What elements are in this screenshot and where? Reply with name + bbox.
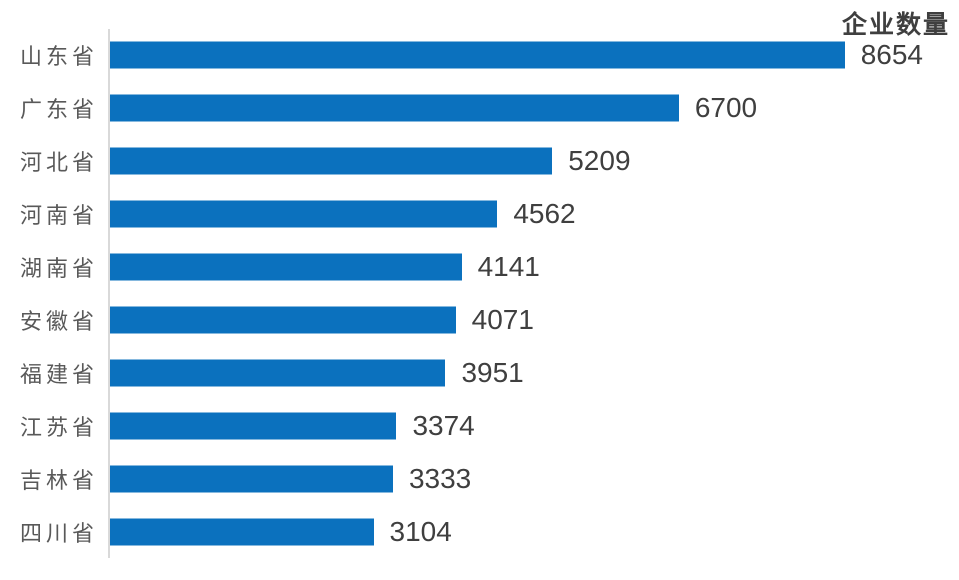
- category-label: 山东省: [19, 44, 98, 70]
- category-label: 广东省: [19, 97, 98, 123]
- bar: [110, 412, 397, 440]
- category-label: 吉林省: [19, 467, 98, 493]
- value-label: 3104: [389, 515, 452, 547]
- bar: [110, 359, 446, 387]
- bar-row: 四川省 3104: [0, 505, 959, 558]
- bar-row: 江苏省 3374: [0, 399, 959, 452]
- value-label: 4071: [471, 303, 534, 335]
- category-label: 河南省: [19, 203, 98, 229]
- category-label: 福建省: [19, 361, 98, 387]
- bar: [110, 306, 456, 334]
- value-label: 8654: [860, 39, 924, 71]
- value-label: 4141: [477, 251, 540, 283]
- bar-row: 河北省 5209: [0, 135, 959, 188]
- value-label: 3374: [412, 409, 475, 441]
- bar: [110, 253, 462, 281]
- bar-row: 吉林省 3333: [0, 452, 959, 505]
- bar-row: 河南省 4562: [0, 188, 959, 241]
- category-label: 江苏省: [19, 414, 98, 440]
- y-axis-line: [108, 29, 110, 558]
- bar: [110, 200, 498, 228]
- value-label: 3333: [408, 462, 472, 494]
- category-label: 河北省: [19, 150, 98, 176]
- category-label: 四川省: [19, 520, 98, 546]
- chart-title: 企业数量: [841, 11, 950, 39]
- bar: [110, 147, 553, 175]
- bar-row: 湖南省 4141: [0, 241, 959, 294]
- bar-row: 福建省 3951: [0, 346, 959, 399]
- category-label: 湖南省: [19, 256, 98, 282]
- bar: [110, 41, 845, 69]
- bar-row: 安徽省 4071: [0, 294, 959, 347]
- value-label: 3951: [461, 356, 524, 388]
- value-label: 5209: [568, 145, 631, 177]
- bar: [110, 465, 393, 493]
- bar-row: 广东省 6700: [0, 82, 959, 135]
- value-label: 4562: [513, 198, 576, 230]
- bar-row: 山东省 8654: [0, 29, 959, 82]
- bar: [110, 518, 374, 546]
- value-label: 6700: [694, 92, 758, 124]
- category-label: 安徽省: [19, 308, 98, 334]
- bar: [110, 94, 679, 122]
